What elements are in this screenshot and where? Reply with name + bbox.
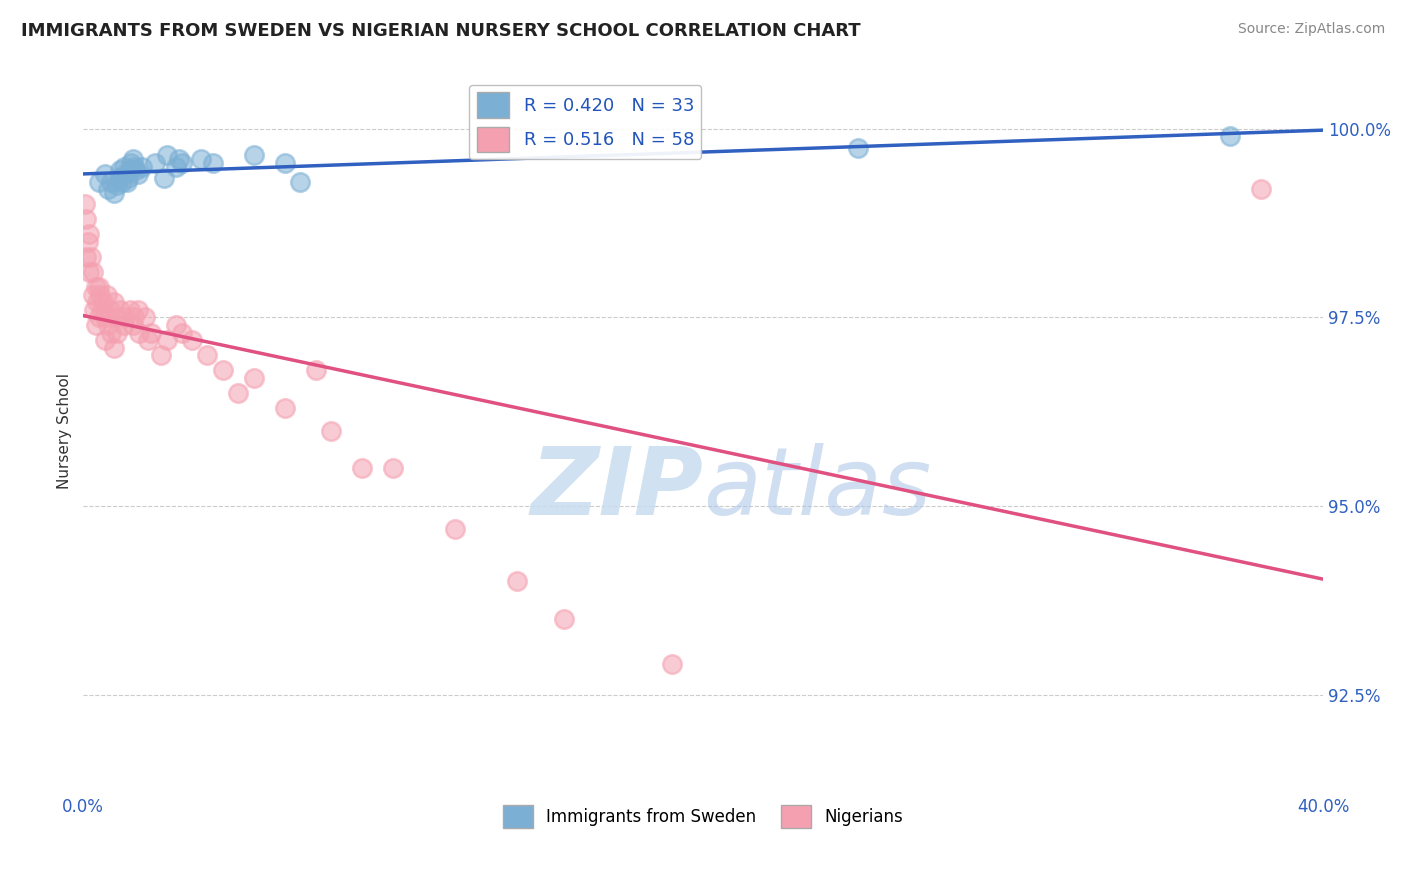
Point: [114, 167, 136, 181]
Point: [97, 318, 120, 332]
Point: [143, 156, 166, 170]
Point: [103, 186, 125, 200]
Point: [242, 371, 264, 385]
Point: [94, 167, 117, 181]
Point: [506, 574, 529, 589]
Point: [73, 197, 96, 211]
Text: ZIP: ZIP: [530, 442, 703, 534]
Point: [100, 326, 122, 340]
Point: [180, 333, 202, 347]
Point: [165, 160, 187, 174]
Point: [226, 385, 249, 400]
Point: [195, 348, 218, 362]
Point: [274, 401, 297, 415]
Point: [104, 310, 127, 325]
Point: [117, 170, 139, 185]
Point: [165, 318, 187, 332]
Point: [112, 160, 135, 174]
Point: [122, 152, 145, 166]
Point: [82, 288, 104, 302]
Point: [111, 175, 134, 189]
Point: [87, 175, 110, 189]
Text: atlas: atlas: [703, 443, 931, 534]
Point: [103, 341, 125, 355]
Point: [122, 318, 145, 332]
Point: [156, 148, 179, 162]
Point: [75, 250, 97, 264]
Point: [172, 156, 194, 170]
Point: [94, 333, 117, 347]
Point: [82, 265, 104, 279]
Point: [120, 156, 142, 170]
Point: [1219, 129, 1241, 144]
Point: [444, 522, 467, 536]
Point: [79, 265, 101, 279]
Point: [138, 333, 160, 347]
Y-axis label: Nursery School: Nursery School: [58, 373, 72, 489]
Point: [846, 141, 869, 155]
Point: [661, 657, 683, 672]
Point: [128, 326, 150, 340]
Text: Source: ZipAtlas.com: Source: ZipAtlas.com: [1237, 22, 1385, 37]
Point: [110, 163, 132, 178]
Point: [96, 288, 118, 302]
Point: [108, 170, 131, 185]
Point: [90, 302, 112, 317]
Point: [382, 461, 405, 475]
Point: [242, 148, 264, 162]
Point: [114, 310, 136, 325]
Point: [83, 302, 105, 317]
Point: [172, 326, 194, 340]
Point: [86, 295, 108, 310]
Point: [100, 175, 122, 189]
Point: [305, 363, 328, 377]
Point: [110, 302, 132, 317]
Point: [352, 461, 374, 475]
Point: [84, 280, 107, 294]
Point: [77, 235, 100, 249]
Legend: Immigrants from Sweden, Nigerians: Immigrants from Sweden, Nigerians: [496, 798, 910, 835]
Point: [190, 152, 212, 166]
Point: [156, 333, 179, 347]
Point: [97, 182, 120, 196]
Text: IMMIGRANTS FROM SWEDEN VS NIGERIAN NURSERY SCHOOL CORRELATION CHART: IMMIGRANTS FROM SWEDEN VS NIGERIAN NURSE…: [21, 22, 860, 40]
Point: [124, 310, 146, 325]
Point: [80, 250, 103, 264]
Point: [118, 163, 141, 178]
Point: [1250, 182, 1272, 196]
Point: [127, 167, 149, 181]
Point: [131, 160, 153, 174]
Point: [87, 280, 110, 294]
Point: [141, 326, 163, 340]
Point: [153, 170, 176, 185]
Point: [89, 288, 111, 302]
Point: [79, 227, 101, 242]
Point: [274, 156, 297, 170]
Point: [125, 163, 148, 178]
Point: [105, 178, 128, 193]
Point: [124, 160, 146, 174]
Point: [84, 318, 107, 332]
Point: [103, 295, 125, 310]
Point: [321, 424, 343, 438]
Point: [553, 612, 575, 626]
Point: [127, 302, 149, 317]
Point: [93, 295, 115, 310]
Point: [75, 212, 97, 227]
Point: [115, 175, 138, 189]
Point: [211, 363, 233, 377]
Point: [118, 302, 141, 317]
Point: [87, 310, 110, 325]
Point: [112, 318, 135, 332]
Point: [202, 156, 225, 170]
Point: [169, 152, 191, 166]
Point: [94, 310, 117, 325]
Point: [98, 302, 121, 317]
Point: [134, 310, 156, 325]
Point: [105, 326, 128, 340]
Point: [290, 175, 312, 189]
Point: [149, 348, 172, 362]
